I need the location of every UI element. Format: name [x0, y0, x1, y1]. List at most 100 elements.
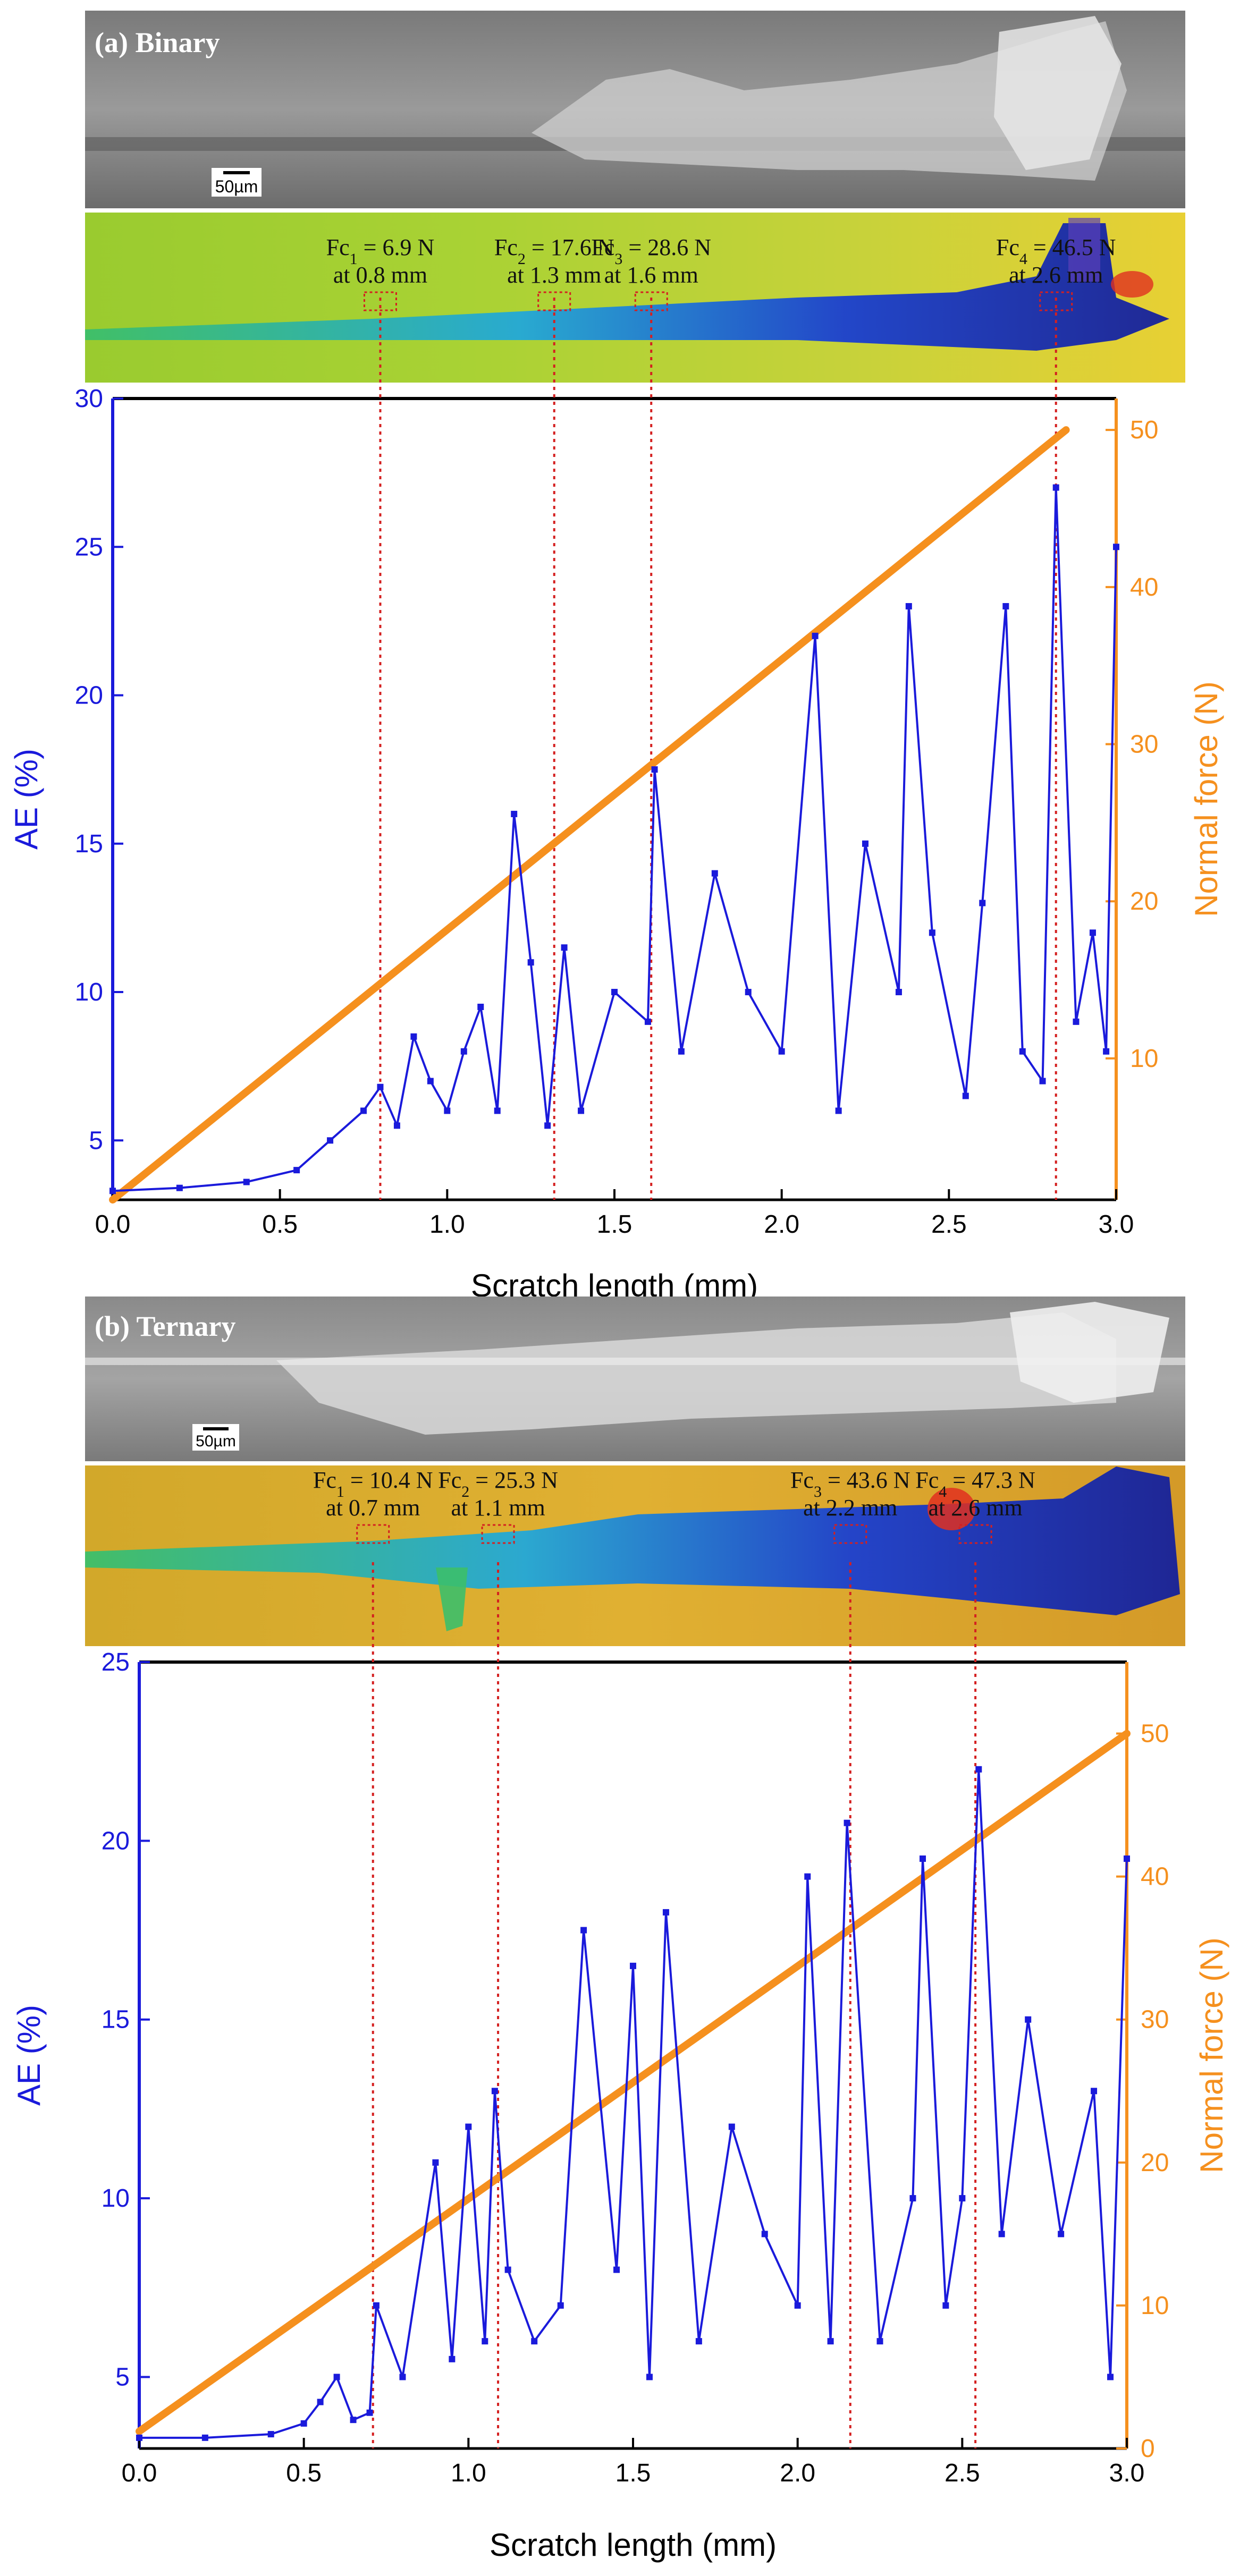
x-tick-label: 0.5: [262, 1210, 298, 1239]
ae-data-point: [979, 900, 986, 906]
critical-load-box: [363, 291, 397, 311]
x-tick-label: 1.0: [429, 1210, 465, 1239]
ae-data-point: [812, 632, 819, 639]
ae-data-point: [580, 1927, 587, 1934]
x-tick-label: 1.5: [597, 1210, 633, 1239]
y-left-tick-label: 20: [102, 1827, 130, 1855]
ae-data-point: [761, 2231, 768, 2238]
x-tick-label: 2.5: [931, 1210, 967, 1239]
critical-load-label: Fc4 = 46.5 N: [996, 234, 1116, 268]
ae-data-point: [1089, 929, 1096, 936]
ae-data-point: [745, 989, 752, 996]
ae-data-point: [1124, 1855, 1130, 1862]
critical-load-box: [634, 291, 668, 311]
scale-bar-a: [223, 171, 250, 174]
ae-data-point: [267, 2431, 274, 2438]
ae-data-point: [504, 2266, 511, 2273]
ae-data-point: [300, 2420, 307, 2427]
ae-data-point: [1052, 484, 1059, 491]
ae-data-point: [477, 1003, 484, 1010]
critical-load-label: Fc3 = 28.6 N: [591, 234, 711, 268]
ae-data-point: [109, 1188, 116, 1194]
ae-data-point: [366, 2409, 373, 2416]
y-left-axis-title: AE (%): [9, 749, 44, 850]
y-left-tick-label: 5: [115, 2363, 130, 2391]
y-right-tick-label: 30: [1141, 2006, 1169, 2034]
ae-data-point: [494, 1107, 501, 1114]
ae-data-point: [1058, 2231, 1065, 2238]
ae-data-point: [360, 1107, 367, 1114]
critical-load-position: at 1.6 mm: [604, 262, 698, 288]
critical-load-label: Fc4 = 47.3 N: [915, 1467, 1035, 1501]
y-right-tick-label: 40: [1130, 573, 1158, 601]
ae-data-point: [630, 1962, 636, 1969]
ae-data-point: [557, 2302, 564, 2309]
ae-data-point: [317, 2399, 324, 2405]
ae-data-point: [876, 2338, 883, 2345]
y-left-axis-title: AE (%): [11, 2005, 47, 2106]
ae-data-point: [611, 989, 618, 996]
x-tick-label: 2.0: [780, 2459, 815, 2487]
y-right-axis-title: Normal force (N): [1194, 1937, 1229, 2173]
ae-data-point: [905, 603, 912, 609]
y-right-tick-label: 50: [1130, 416, 1158, 444]
ae-data-point: [427, 1078, 434, 1084]
critical-load-box: [958, 1524, 992, 1544]
ae-data-point: [794, 2302, 801, 2309]
ae-data-point: [678, 1048, 685, 1055]
ae-data-point: [432, 2159, 439, 2166]
ae-data-point: [929, 929, 935, 936]
ae-data-point: [544, 1122, 551, 1129]
ae-data-point: [243, 1179, 250, 1185]
y-left-tick-label: 20: [75, 682, 103, 710]
critical-load-labels-a: Fc1 = 6.9 Nat 0.8 mm Fc2 = 17.6 Nat 1.3 m…: [326, 234, 1116, 311]
ae-data-point: [844, 1819, 850, 1826]
x-tick-label: 1.5: [615, 2459, 651, 2487]
y-right-tick-label: 10: [1130, 1045, 1158, 1073]
ae-data-point: [460, 1048, 467, 1055]
plot-b: 0.0 0.5 1.0 1.5 2.0 2.5 3.0 5 10 15 20 25 0 10 20 30 40 5…: [11, 1562, 1229, 2563]
ae-series-line: [139, 1768, 1128, 2439]
scale-bar-label-b: 50µm: [196, 1433, 236, 1450]
ae-data-point: [728, 2123, 735, 2130]
ae-data-point: [491, 2088, 498, 2095]
panel-label-a: (a) Binary: [95, 27, 220, 58]
plot-a: 0.0 0.5 1.0 1.5 2.0 2.5 3.0 5 10 15 20 25 30 10 20 30 40…: [9, 298, 1224, 1303]
normal-force-line: [136, 1730, 1131, 2435]
ae-data-point: [1019, 1048, 1026, 1055]
ae-data-point: [827, 2338, 834, 2345]
ae-data-point: [482, 2338, 488, 2345]
y-right-tick-label: 50: [1141, 1720, 1169, 1748]
ae-data-point: [613, 2266, 620, 2273]
critical-load-position: at 2.2 mm: [803, 1495, 897, 1521]
y-left-tick-label: 5: [89, 1126, 103, 1155]
y-right-tick-label: 20: [1130, 887, 1158, 916]
x-tick-label: 2.0: [764, 1210, 799, 1239]
critical-load-box: [481, 1524, 515, 1544]
ae-data-point: [895, 989, 902, 996]
sem-image-b: (b) Ternary 50µm: [85, 1297, 1185, 1461]
ae-data-point: [1091, 2088, 1098, 2095]
ae-data-point: [561, 944, 568, 951]
x-tick-label: 0.0: [95, 1210, 131, 1239]
critical-load-position: at 0.8 mm: [333, 262, 427, 288]
normal-force-line: [109, 426, 1070, 1204]
y-right-tick-label: 40: [1141, 1863, 1169, 1891]
ae-data-point: [959, 2195, 966, 2202]
y-right-tick-label: 20: [1141, 2149, 1169, 2177]
ae-data-point: [1073, 1018, 1080, 1025]
x-tick-label: 2.5: [945, 2459, 980, 2487]
y-left-tick-label: 10: [75, 978, 103, 1006]
y-right-tick-label: 0: [1141, 2435, 1155, 2463]
ae-data-point: [975, 1766, 982, 1773]
ae-data-point: [201, 2434, 208, 2441]
ae-data-point: [835, 1107, 842, 1114]
panel-b: (b) Ternary 50µm Fc1 = 10.4 Nat 0.7 mmFc…: [11, 1297, 1229, 2563]
y-right-tick-label: 30: [1130, 731, 1158, 759]
x-tick-label: 1.0: [451, 2459, 486, 2487]
critical-load-label: Fc2 = 25.3 N: [438, 1467, 558, 1501]
ae-data-point: [465, 2123, 472, 2130]
critical-load-position: at 1.3 mm: [507, 262, 601, 288]
ae-data-point: [1002, 603, 1009, 609]
